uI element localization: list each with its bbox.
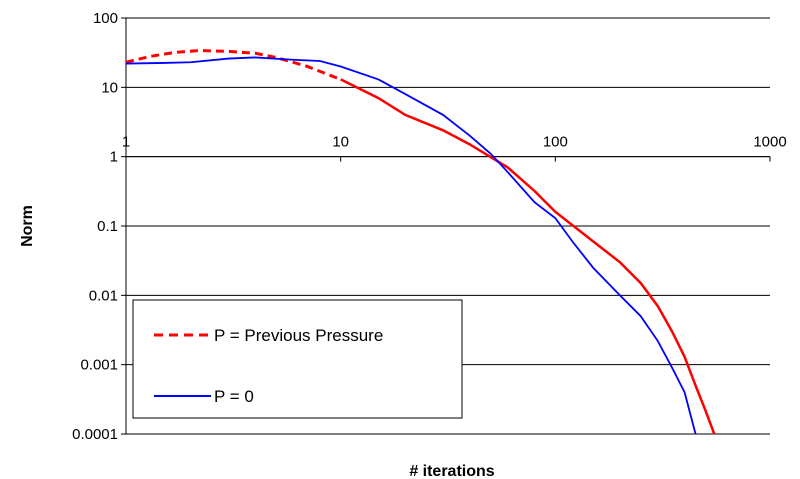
x-tick-label: 1000	[753, 134, 786, 151]
y-tick-label: 0.01	[89, 287, 118, 304]
y-tick-label: 1	[110, 149, 118, 166]
legend-box	[132, 299, 463, 419]
y-tick-labels: 100 10 1 0.1 0.01 0.001 0.0001	[72, 10, 118, 443]
series-line-p-previous-pressure	[340, 78, 716, 435]
legend-label-previous-pressure: P = Previous Pressure	[214, 326, 383, 345]
axes	[121, 17, 771, 435]
x-tick-label: 100	[543, 134, 568, 151]
y-tick-label: 10	[101, 79, 118, 96]
series-lines	[125, 48, 716, 435]
series-line-p-previous-pressure-dashed	[125, 48, 342, 81]
y-tick-label: 0.001	[80, 357, 118, 374]
x-tick-labels: 1 10 100 1000	[122, 134, 787, 151]
x-axis-title: # iterations	[409, 463, 494, 479]
x-tick-label: 10	[332, 134, 349, 151]
y-tick-label: 100	[93, 10, 118, 27]
series-line-p-0	[125, 56, 697, 435]
y-tick-label: 0.0001	[72, 426, 118, 443]
y-axis-title: Norm	[19, 205, 36, 247]
legend-label-p-zero: P = 0	[214, 387, 254, 406]
legend: P = Previous Pressure P = 0	[132, 299, 463, 419]
x-tick-label: 1	[122, 134, 130, 151]
y-tick-label: 0.1	[97, 218, 118, 235]
